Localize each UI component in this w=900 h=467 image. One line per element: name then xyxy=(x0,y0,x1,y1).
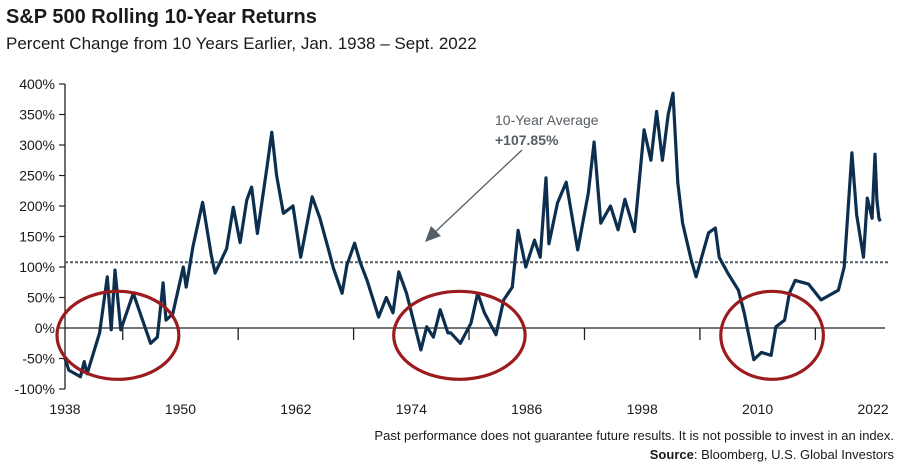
y-tick-label: 200% xyxy=(19,198,55,214)
x-tick-label: 1974 xyxy=(396,401,427,417)
y-tick-label: 0% xyxy=(35,320,55,336)
average-value: +107.85% xyxy=(495,132,559,148)
highlight-ellipse xyxy=(392,289,527,381)
source-label: Source xyxy=(649,447,694,462)
x-tick-label: 2022 xyxy=(858,401,889,417)
x-tick-label: 1998 xyxy=(627,401,658,417)
x-tick-label: 2010 xyxy=(742,401,773,417)
y-tick-label: 250% xyxy=(19,168,55,184)
highlight-ellipse xyxy=(719,289,825,381)
series-line xyxy=(63,91,882,379)
highlight-ellipse xyxy=(55,289,181,381)
arrow-head-icon xyxy=(425,226,441,242)
y-tick-label: 300% xyxy=(19,137,55,153)
y-tick-label: 150% xyxy=(19,229,55,245)
x-tick-label: 1938 xyxy=(49,401,80,417)
y-tick-label: -100% xyxy=(15,381,55,397)
chart-title: S&P 500 Rolling 10-Year Returns xyxy=(6,6,317,28)
y-tick-label: 400% xyxy=(19,76,55,92)
annotation-arrow-line xyxy=(432,149,523,235)
disclaimer: Past performance does not guarantee futu… xyxy=(374,428,894,443)
y-tick-label: 350% xyxy=(19,107,55,123)
average-label: 10-Year Average xyxy=(495,112,599,128)
source-text: : Bloomberg, U.S. Global Investors xyxy=(693,447,894,462)
y-tick-label: 100% xyxy=(19,259,55,275)
x-tick-label: 1986 xyxy=(511,401,542,417)
y-tick-label: -50% xyxy=(22,351,55,367)
x-tick-label: 1950 xyxy=(165,401,196,417)
y-tick-label: 50% xyxy=(27,290,55,306)
x-tick-label: 1962 xyxy=(280,401,311,417)
chart-subtitle: Percent Change from 10 Years Earlier, Ja… xyxy=(6,34,477,53)
source-note: Source: Bloomberg, U.S. Global Investors xyxy=(650,447,894,462)
